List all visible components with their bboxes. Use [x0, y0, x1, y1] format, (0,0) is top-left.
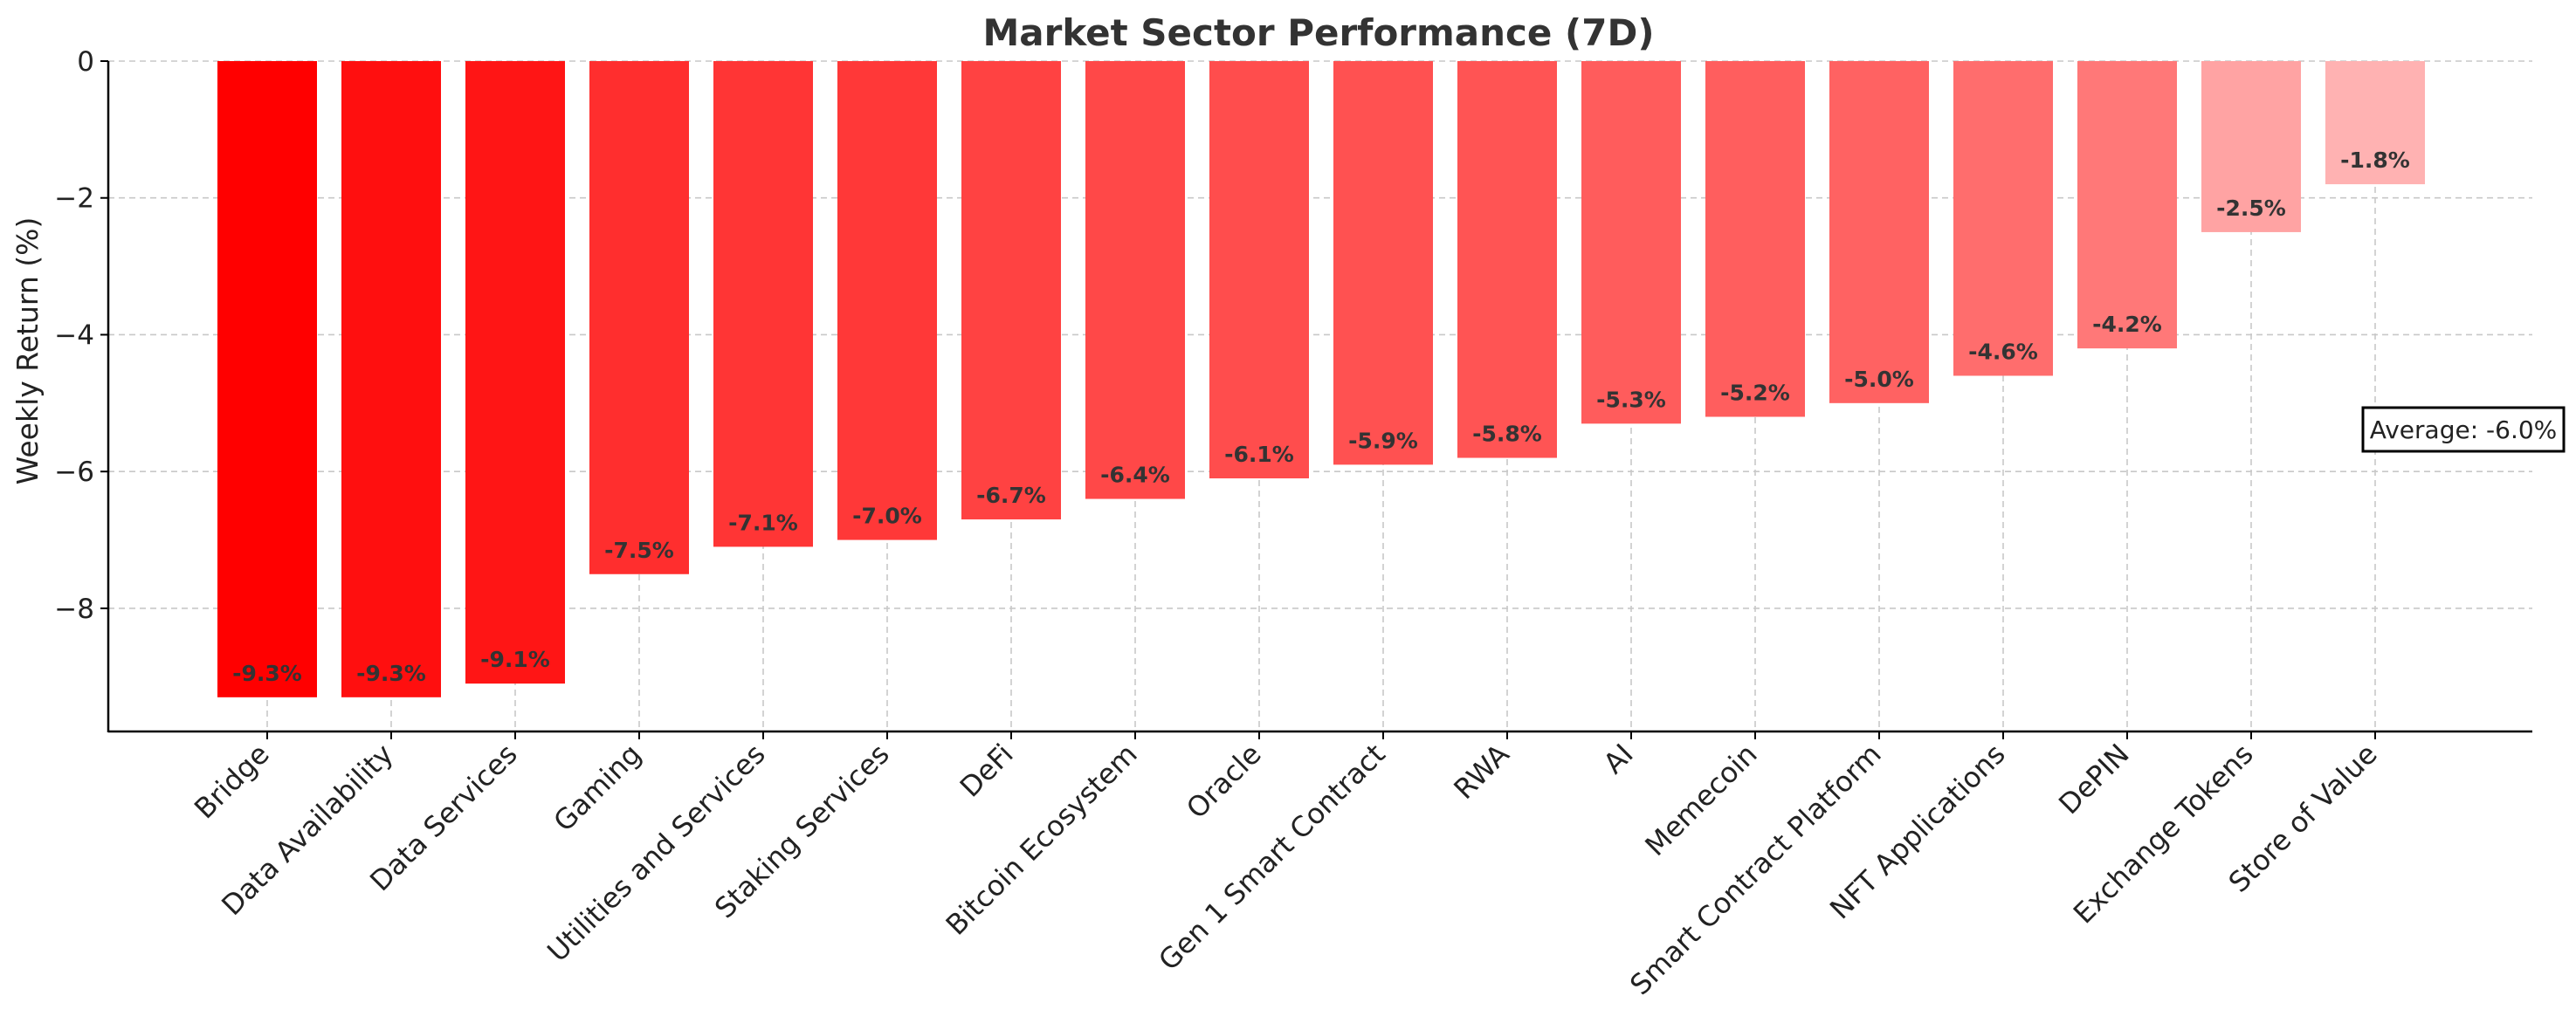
x-tick-label: DeFi [954, 738, 1020, 804]
x-tick-label: AI [1597, 738, 1640, 780]
average-annotation-text: Average: -6.0% [2370, 415, 2558, 444]
bar [1581, 61, 1681, 424]
bar-value-label: -4.2% [2092, 312, 2162, 337]
bar [837, 61, 937, 540]
bar-value-label: -5.2% [1720, 381, 1790, 406]
bar-value-label: -5.9% [1348, 428, 1418, 453]
bar [2325, 61, 2425, 185]
bar [1829, 61, 1929, 403]
bar-value-label: -6.4% [1100, 463, 1170, 488]
bar-value-label: -7.0% [852, 504, 922, 529]
x-tick-label: Oracle [1180, 738, 1267, 825]
bar [961, 61, 1061, 520]
y-tick-label: −4 [54, 319, 94, 351]
bar [1333, 61, 1433, 465]
bar [2077, 61, 2177, 349]
bar-value-label: -9.3% [232, 661, 302, 686]
x-tick-label: Smart Contract Platform [1623, 738, 1887, 1001]
x-tick-label: Gen 1 Smart Contract [1152, 738, 1391, 977]
bar-value-label: -5.0% [1844, 367, 1914, 392]
bar-value-label: -6.7% [976, 483, 1046, 508]
bar-value-label: -4.6% [1968, 339, 2038, 364]
y-tick-label: 0 [77, 46, 94, 78]
axes [107, 61, 2532, 733]
bar-value-label: -7.1% [728, 510, 798, 535]
x-tick-label: DePIN [2052, 738, 2135, 821]
chart-title: Market Sector Performance (7D) [982, 11, 1654, 54]
bar [1209, 61, 1309, 479]
bar-value-label: -9.3% [356, 661, 426, 686]
bar-value-label: -1.8% [2340, 148, 2410, 173]
bar-value-label: -5.8% [1472, 422, 1542, 447]
x-tick-label: Bridge [188, 738, 276, 826]
y-tick-label: −6 [54, 457, 94, 488]
bar-value-label: -6.1% [1224, 442, 1294, 467]
average-annotation-box [2361, 406, 2566, 453]
bar-labels: -9.3% -9.3% -9.1% -7.5% -7.1% -7.0% -6.7% -6.4%… [232, 148, 2410, 686]
bar [217, 61, 317, 697]
bar [1953, 61, 2053, 376]
y-tick-label: −2 [54, 183, 94, 215]
bar-value-label: -7.5% [604, 538, 674, 563]
average-annotation: Average: -6.0% [2361, 406, 2566, 453]
y-axis-label: Weekly Return (%) [10, 217, 45, 485]
bar [465, 61, 565, 684]
bars [217, 61, 2425, 697]
y-tick-label: −8 [54, 594, 94, 625]
x-tick-label: Utilities and Services [541, 738, 771, 968]
x-tick-label: Memecoin [1638, 738, 1763, 862]
bar-value-label: -5.3% [1596, 387, 1666, 412]
bar [341, 61, 441, 697]
bar [713, 61, 813, 547]
x-tick-label: RWA [1447, 738, 1515, 806]
x-tick-label: Gaming [547, 738, 647, 838]
bar [2201, 61, 2301, 232]
bar [1085, 61, 1185, 499]
bar-value-label: -2.5% [2216, 196, 2286, 221]
bar [1457, 61, 1557, 458]
bar [589, 61, 689, 574]
bar [1705, 61, 1805, 417]
y-ticks: 0 −2 −4 −6 −8 [54, 46, 108, 625]
bar-value-label: -9.1% [480, 647, 550, 672]
